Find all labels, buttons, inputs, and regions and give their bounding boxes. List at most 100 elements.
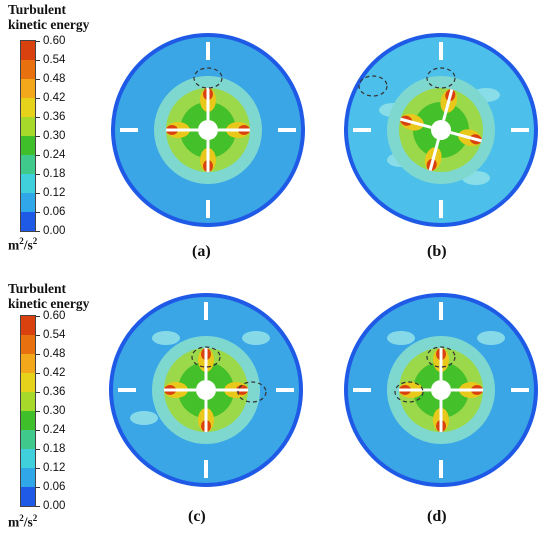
baffle — [204, 460, 208, 478]
colorbar-tick — [36, 79, 40, 80]
contour-panel-a — [111, 33, 305, 227]
baffle — [204, 302, 208, 320]
shaft-hub — [196, 380, 216, 400]
colorbar-tick-label: 0.30 — [43, 130, 66, 142]
baffle — [206, 200, 210, 218]
colorbar-tick-label: 0.24 — [43, 149, 66, 161]
colorbar-segment — [21, 354, 35, 373]
colorbar-tick-label: 0.42 — [43, 92, 66, 104]
colorbar-segment — [21, 335, 35, 354]
baffle — [439, 302, 443, 320]
colorbar-tick — [36, 117, 40, 118]
colorbar-tick-label: 0.36 — [43, 386, 66, 398]
colorbar-tick-label: 0.18 — [43, 168, 66, 180]
colorbar-tick — [36, 506, 40, 507]
shaft-hub — [431, 120, 451, 140]
colorbar-segment — [21, 212, 35, 231]
baffle — [439, 42, 443, 60]
colorbar-segment — [21, 60, 35, 79]
highlight-dashed-circle — [426, 346, 456, 368]
contour-panel-d — [344, 293, 538, 487]
colorbar-tick-label: 0.00 — [43, 500, 66, 512]
baffle — [276, 388, 294, 392]
colorbar-segment — [21, 449, 35, 468]
colorbar-tick — [36, 487, 40, 488]
colorbar-tick — [36, 392, 40, 393]
colorbar-bottom — [20, 315, 36, 507]
impeller-blades — [400, 89, 482, 171]
low-tke-zone — [242, 331, 270, 345]
legend-title-top: Turbulent kinetic energy — [8, 2, 89, 32]
highlight-dashed-circle — [426, 67, 456, 89]
colorbar-segment — [21, 373, 35, 392]
panel-label-c: (c) — [188, 508, 206, 525]
legend-title-line2: kinetic energy — [8, 296, 90, 311]
highlight-dashed-circle — [193, 67, 223, 89]
colorbar-tick — [36, 155, 40, 156]
colorbar-tick-label: 0.18 — [43, 443, 66, 455]
panel-label-b: (b) — [427, 243, 447, 260]
unit-label-top: m2/s2 — [8, 236, 38, 253]
colorbar-tick-label: 0.48 — [43, 348, 66, 360]
colorbar-segment — [21, 136, 35, 155]
colorbar-tick-label: 0.06 — [43, 481, 66, 493]
impeller-arm — [442, 89, 454, 121]
colorbar-tick — [36, 411, 40, 412]
colorbar-tick-label: 0.54 — [43, 329, 66, 341]
baffle — [439, 460, 443, 478]
colorbar-segment — [21, 487, 35, 506]
colorbar-tick-label: 0.24 — [43, 424, 66, 436]
impeller-arm — [400, 117, 432, 129]
colorbar-tick — [36, 98, 40, 99]
baffle — [278, 128, 296, 132]
impeller-arm — [450, 131, 482, 143]
colorbar-tick — [36, 136, 40, 137]
colorbar-tick-label: 0.12 — [43, 462, 66, 474]
colorbar-top — [20, 40, 36, 232]
colorbar-segment — [21, 316, 35, 335]
low-tke-zone — [387, 331, 415, 345]
colorbar-tick-label: 0.42 — [43, 367, 66, 379]
baffle — [353, 128, 371, 132]
colorbar-tick — [36, 354, 40, 355]
colorbar-tick-label: 0.06 — [43, 206, 66, 218]
colorbar-tick — [36, 373, 40, 374]
panel-label-a: (a) — [192, 243, 211, 260]
colorbar-segment — [21, 174, 35, 193]
colorbar-tick — [36, 174, 40, 175]
colorbar-segment — [21, 193, 35, 212]
panel-label-d: (d) — [427, 508, 447, 525]
highlight-dashed-circle — [358, 75, 388, 97]
colorbar-tick — [36, 193, 40, 194]
colorbar-tick-label: 0.54 — [43, 54, 66, 66]
highlight-dashed-circle — [394, 381, 424, 403]
impeller-blades — [164, 348, 248, 432]
impeller-blades — [166, 88, 250, 172]
colorbar-segment — [21, 41, 35, 60]
colorbar-tick — [36, 449, 40, 450]
colorbar-tick-label: 0.12 — [43, 187, 66, 199]
contour-panel-b — [344, 33, 538, 227]
baffle — [353, 388, 371, 392]
colorbar-tick — [36, 335, 40, 336]
colorbar-segment — [21, 117, 35, 136]
colorbar-segment — [21, 392, 35, 411]
colorbar-tick — [36, 430, 40, 431]
colorbar-tick-label: 0.00 — [43, 225, 66, 237]
baffle — [511, 388, 529, 392]
colorbar-segment — [21, 468, 35, 487]
colorbar-tick — [36, 468, 40, 469]
shaft-hub — [431, 380, 451, 400]
legend-title-line1: Turbulent — [8, 281, 67, 296]
colorbar-tick-label: 0.60 — [43, 35, 66, 47]
colorbar-tick-label: 0.30 — [43, 405, 66, 417]
colorbar-tick — [36, 231, 40, 232]
baffle — [511, 128, 529, 132]
low-tke-zone — [152, 331, 180, 345]
contour-panel-c — [109, 293, 303, 487]
highlight-dashed-circle — [191, 346, 221, 368]
baffle — [206, 42, 210, 60]
highlight-dashed-circle — [237, 381, 267, 403]
baffle — [120, 128, 138, 132]
legend-title-line2: kinetic energy — [8, 17, 90, 32]
